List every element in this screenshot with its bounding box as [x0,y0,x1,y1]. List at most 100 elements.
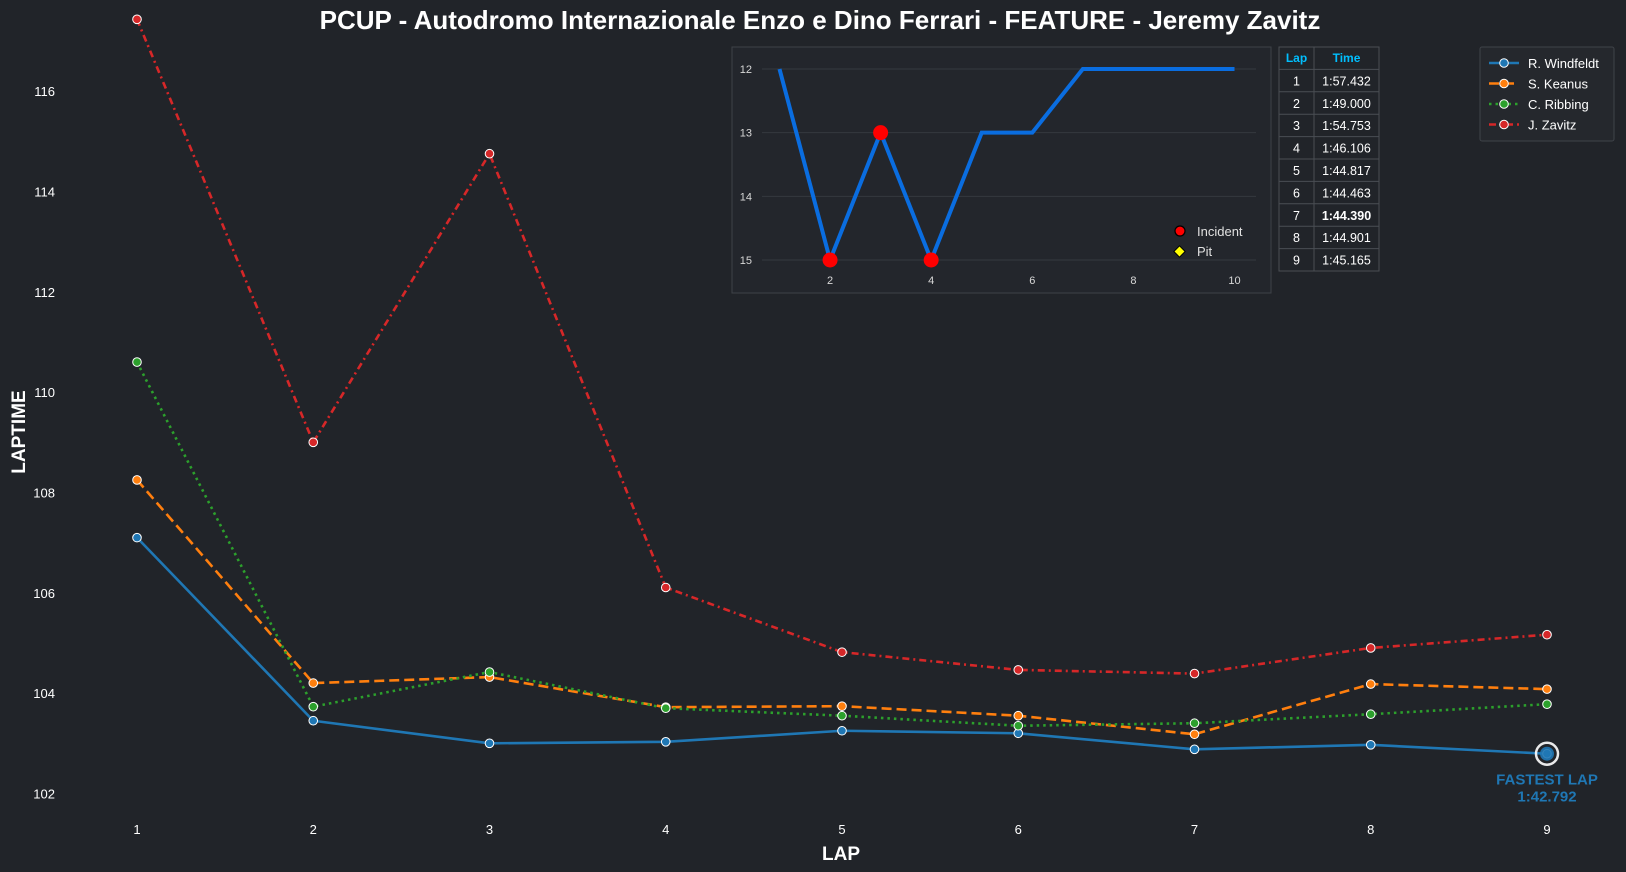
fastest-lap-time: 1:42.792 [1517,789,1576,806]
incident-marker [822,252,838,268]
pit-legend-label: Pit [1197,244,1213,259]
incident-legend-marker [1174,225,1186,237]
inset-x-tick-label: 6 [1029,275,1035,287]
table-cell-time: 1:44.901 [1322,231,1371,245]
y-tick-label: 110 [34,385,55,400]
table-cell-lap: 4 [1293,142,1300,156]
y-tick-label: 114 [34,184,55,199]
y-tick-label: 106 [33,586,55,601]
data-point-s-keanus [1189,729,1200,740]
data-point-s-keanus [1013,710,1024,721]
lap-time-table: Lap Time 1 1:57.432 2 1:49.000 3 1:54.753 4 1:46.… [1278,46,1380,272]
data-point-j-zavitz [484,148,495,159]
legend-frame [1479,46,1615,142]
data-point-c-ribbing [132,357,142,367]
data-point-c-ribbing [660,703,671,713]
inset-x-tick-label: 2 [827,275,833,287]
x-tick-label: 9 [1543,822,1550,837]
data-point-j-zavitz [1542,629,1552,640]
legend-label-c-ribbing: C. Ribbing [1528,97,1589,112]
y-tick-label: 108 [33,485,55,500]
inset-x-tick-label: 8 [1130,275,1136,287]
legend-label-j-zavitz: J. Zavitz [1528,118,1576,133]
table-header-lap: Lap [1286,51,1307,65]
data-point-s-keanus [837,701,847,711]
inset-x-ticks: 2 4 6 8 10 [827,275,1241,287]
data-point-j-zavitz [132,14,142,25]
inset-y-ticks: 12 13 14 15 [740,64,752,267]
inset-position-chart: 12 13 14 15 2 4 6 8 10 Incident Pit [731,46,1272,294]
series-line-j-zavitz [135,18,1548,675]
table-cell-time: 1:54.753 [1322,119,1371,133]
data-point-j-zavitz [660,582,671,593]
legend-marker-r-windfeldt [1499,58,1509,68]
fastest-lap-ring [1534,741,1560,766]
data-point-r-windfeldt [1365,740,1376,750]
table-header-time: Time [1333,51,1361,65]
x-tick-label: 6 [1015,822,1022,837]
inset-position-line [777,67,1235,267]
series-line-r-windfeldt [136,536,1548,756]
table-cell-time: 1:49.000 [1322,97,1371,111]
data-point-c-ribbing [1189,718,1200,729]
x-tick-label: 7 [1191,822,1198,837]
series-line-c-ribbing [135,361,1548,728]
incident-legend-label: Incident [1197,224,1243,239]
table-cell-lap: 3 [1293,119,1300,133]
y-axis-label: LAPTIME [9,390,30,473]
data-point-c-ribbing [1365,709,1376,720]
y-tick-label: 116 [34,84,55,99]
table-cell-lap: 5 [1293,164,1300,178]
data-point-r-windfeldt [484,738,495,749]
inset-y-tick-label: 14 [740,191,752,203]
incident-marker [873,125,889,141]
data-point-s-keanus [132,475,142,485]
data-point-s-keanus [308,678,319,688]
legend-label-s-keanus: S. Keanus [1528,77,1588,92]
y-tick-label: 112 [34,285,55,300]
data-point-c-ribbing [1013,720,1024,731]
x-tick-label: 8 [1367,822,1374,837]
inset-x-tick-label: 10 [1228,275,1240,287]
fastest-lap-marker [1540,746,1554,761]
table-cell-time: 1:44.817 [1322,164,1371,178]
fastest-lap-annotation: FASTEST LAP 1:42.792 [1496,741,1598,806]
legend-label-r-windfeldt: R. Windfeldt [1528,56,1599,71]
x-axis-label: LAP [822,844,860,865]
data-point-j-zavitz [1189,668,1200,679]
chart-title: PCUP - Autodromo Internazionale Enzo e D… [320,5,1321,35]
legend-marker-j-zavitz [1499,119,1509,130]
data-point-r-windfeldt [1189,744,1200,755]
table-cell-time: 1:44.463 [1322,186,1371,200]
data-point-j-zavitz [308,437,319,448]
table-cell-lap: 2 [1293,97,1300,111]
main-series-group [132,14,1552,759]
inset-y-tick-label: 13 [740,128,752,140]
inset-series-group [777,67,1235,268]
table-cell-lap: 1 [1293,74,1300,88]
data-point-s-keanus [1365,679,1376,689]
data-point-r-windfeldt [132,532,142,543]
table-cell-time: 1:46.106 [1322,142,1371,156]
data-point-c-ribbing [308,701,319,712]
data-point-c-ribbing [837,710,847,721]
y-axis-ticks: 102 104 106 108 110 112 114 116 [33,84,55,801]
x-tick-label: 4 [662,822,669,837]
table-cell-time: 1:44.390 [1322,209,1371,223]
inset-y-tick-label: 15 [740,255,752,267]
pit-legend-marker [1173,245,1186,258]
fastest-lap-label: FASTEST LAP [1496,772,1598,789]
data-point-r-windfeldt [308,715,319,726]
inset-y-tick-label: 12 [740,64,752,76]
y-tick-label: 102 [33,786,55,801]
data-point-s-keanus [1542,684,1552,694]
series-line-s-keanus [136,479,1548,736]
main-legend: R. Windfeldt S. Keanus C. Ribbing J. Zavitz [1479,46,1615,142]
inset-legend: Incident Pit [1173,224,1243,259]
data-point-j-zavitz [1365,643,1376,653]
table-cell-lap: 9 [1293,254,1300,268]
legend-marker-s-keanus [1499,78,1509,89]
legend-marker-c-ribbing [1499,99,1509,109]
table-cell-lap: 7 [1293,209,1300,223]
